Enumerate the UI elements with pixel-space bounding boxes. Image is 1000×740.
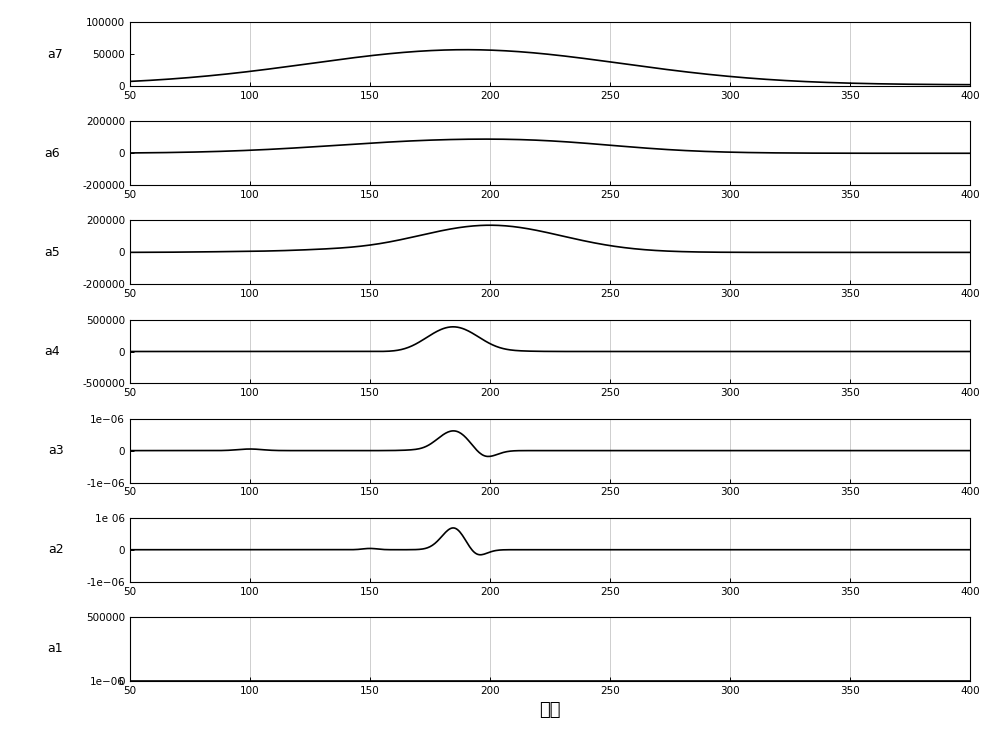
Y-axis label: a2: a2	[48, 543, 64, 556]
Y-axis label: a6: a6	[44, 147, 60, 160]
Y-axis label: a5: a5	[44, 246, 60, 259]
Y-axis label: a3: a3	[48, 444, 64, 457]
X-axis label: 通道: 通道	[539, 702, 561, 719]
Y-axis label: a1: a1	[48, 642, 63, 656]
Y-axis label: a4: a4	[44, 345, 60, 358]
Y-axis label: a7: a7	[48, 47, 63, 61]
